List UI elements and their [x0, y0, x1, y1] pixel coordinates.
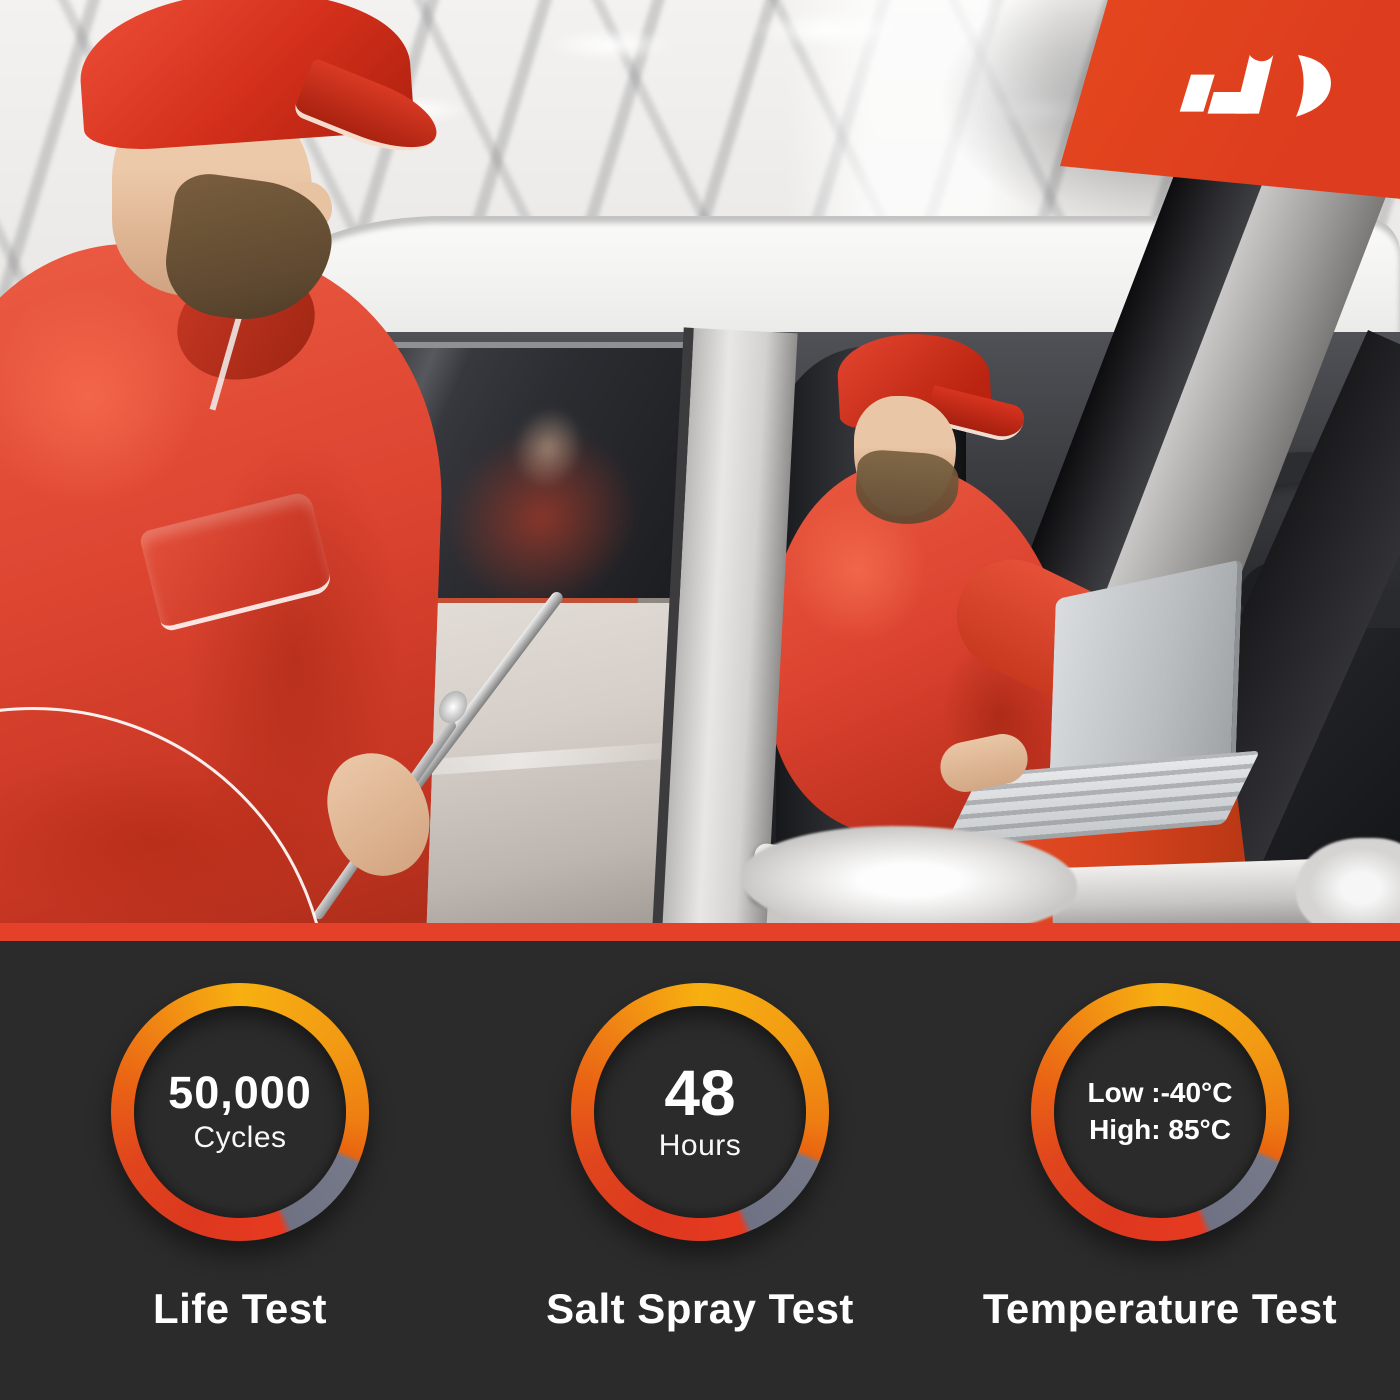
salt-spray-label: Salt Spray Test: [546, 1285, 854, 1332]
life-test-dial: 50,000 Cycles: [111, 983, 369, 1241]
dial-inner: [1054, 1006, 1266, 1218]
accent-stripe: [0, 923, 1400, 941]
salt-spray-value: 48: [664, 1057, 736, 1129]
gauge-salt-spray-test: 48 Hours Salt Spray Test: [470, 941, 930, 1400]
life-test-value: 50,000: [168, 1067, 312, 1119]
temperature-high: High: 85°C: [1089, 1114, 1231, 1145]
dial-inner: [594, 1006, 806, 1218]
gauge-temperature-test: Low :-40°C High: 85°C Temperature Test: [930, 941, 1390, 1400]
dial-text: 50,000 Cycles: [134, 1006, 346, 1218]
salt-spray-dial: 48 Hours: [571, 983, 829, 1241]
workshop-photo: [0, 0, 1400, 923]
dial-text: 48 Hours: [594, 1006, 806, 1218]
gauge-life-test: 50,000 Cycles Life Test: [10, 941, 470, 1400]
brand-badge: [1059, 0, 1400, 199]
temperature-low: Low :-40°C: [1087, 1077, 1233, 1109]
salt-spray-unit: Hours: [658, 1129, 742, 1162]
temperature-label: Temperature Test: [982, 1285, 1338, 1332]
door-trim-reflection: [358, 598, 638, 603]
life-test-label: Life Test: [152, 1285, 328, 1332]
protective-cover: [742, 826, 1077, 923]
dial-text: Low :-40°C High: 85°C: [1054, 1006, 1266, 1218]
test-stats-panel: 50,000 Cycles Life Test 48 Hours Salt Sp…: [0, 941, 1400, 1400]
ap-logo-icon: [1179, 55, 1331, 117]
life-test-unit: Cycles: [193, 1120, 287, 1154]
dial-inner: [134, 1006, 346, 1218]
temperature-dial: Low :-40°C High: 85°C: [1031, 983, 1289, 1241]
